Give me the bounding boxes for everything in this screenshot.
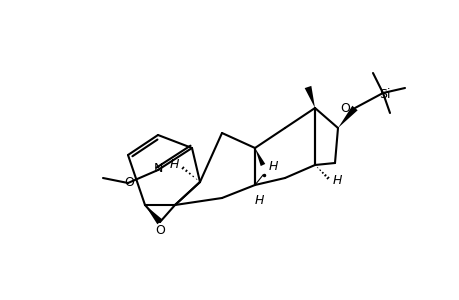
Polygon shape: [145, 205, 162, 224]
Text: O: O: [124, 176, 134, 190]
Text: Si: Si: [378, 88, 390, 100]
Text: H: H: [169, 158, 178, 172]
Polygon shape: [254, 148, 265, 166]
Text: O: O: [155, 224, 165, 238]
Text: H: H: [268, 160, 277, 173]
Polygon shape: [304, 86, 314, 108]
Text: O: O: [339, 101, 349, 115]
Text: H: H: [331, 175, 341, 188]
Text: N: N: [153, 161, 162, 175]
Text: H: H: [254, 194, 263, 208]
Polygon shape: [337, 106, 357, 128]
